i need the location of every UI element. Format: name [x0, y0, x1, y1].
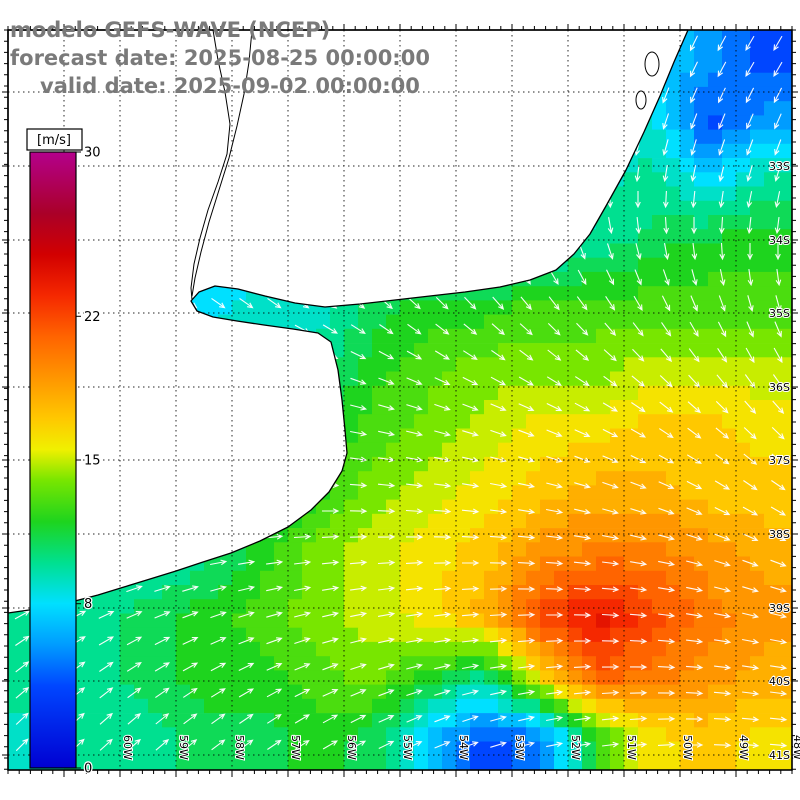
lon-label: 54W [457, 735, 470, 760]
lat-label: 34S [769, 234, 790, 247]
lon-label: 55W [401, 735, 414, 760]
lat-label: 33S [769, 160, 790, 173]
lon-label: 52W [569, 735, 582, 760]
colorbar-tick-label: 0 [84, 762, 92, 777]
lon-label: 50W [681, 735, 694, 760]
lat-label: 39S [769, 602, 790, 615]
colorbar-unit-box [26, 128, 83, 151]
lon-label: 48W [791, 735, 800, 760]
colorbar-tick-label: 15 [84, 454, 101, 469]
lon-label: 49W [737, 735, 750, 760]
lon-label: 60W [121, 735, 134, 760]
coastal-lagoon-2 [635, 90, 647, 110]
lat-label: 40S [769, 675, 790, 688]
land-mask [7, 29, 689, 614]
lon-label: 51W [625, 735, 638, 760]
lon-label: 56W [345, 735, 358, 760]
forecast-date-text: forecast date: 2025-08-25 00:00:00 [10, 46, 430, 70]
colorbar: [m/s] 30 22 15 8 0 [26, 128, 102, 778]
river-parana [190, 29, 231, 301]
coastal-lagoon-1 [644, 51, 660, 77]
lat-label: 37S [769, 454, 790, 467]
river-uruguay [191, 29, 253, 297]
lat-label: 41S [769, 749, 790, 762]
land-layer [7, 29, 689, 614]
map-frame [7, 29, 793, 771]
lon-label: 57W [289, 735, 302, 760]
colorbar-tick-label: 30 [84, 146, 101, 161]
lat-label: 35S [769, 307, 790, 320]
lat-label: 36S [769, 381, 790, 394]
lon-label: 59W [177, 735, 190, 760]
lon-label: 58W [233, 735, 246, 760]
colorbar-tick-label: 22 [84, 310, 101, 325]
colorbar-tick-label: 8 [84, 597, 92, 612]
longitude-labels: 60W 59W 58W 57W 56W 55W 54W 53W 52W 51W 50W 49W 48W [120, 734, 800, 761]
lat-label: 38S [769, 528, 790, 541]
latitude-labels: 33S 34S 35S 36S 37S 38S 39S 40S 41S [768, 159, 791, 763]
lon-label: 53W [513, 735, 526, 760]
frame-ticks [2, 24, 798, 777]
valid-date-text: valid date: 2025-09-02 00:00:00 [40, 74, 420, 98]
model-title: modelo GEFS-WAVE (NCEP) [10, 18, 331, 42]
colorbar-unit-label: [m/s] [37, 133, 71, 148]
colorbar-gradient-bar [29, 151, 77, 769]
